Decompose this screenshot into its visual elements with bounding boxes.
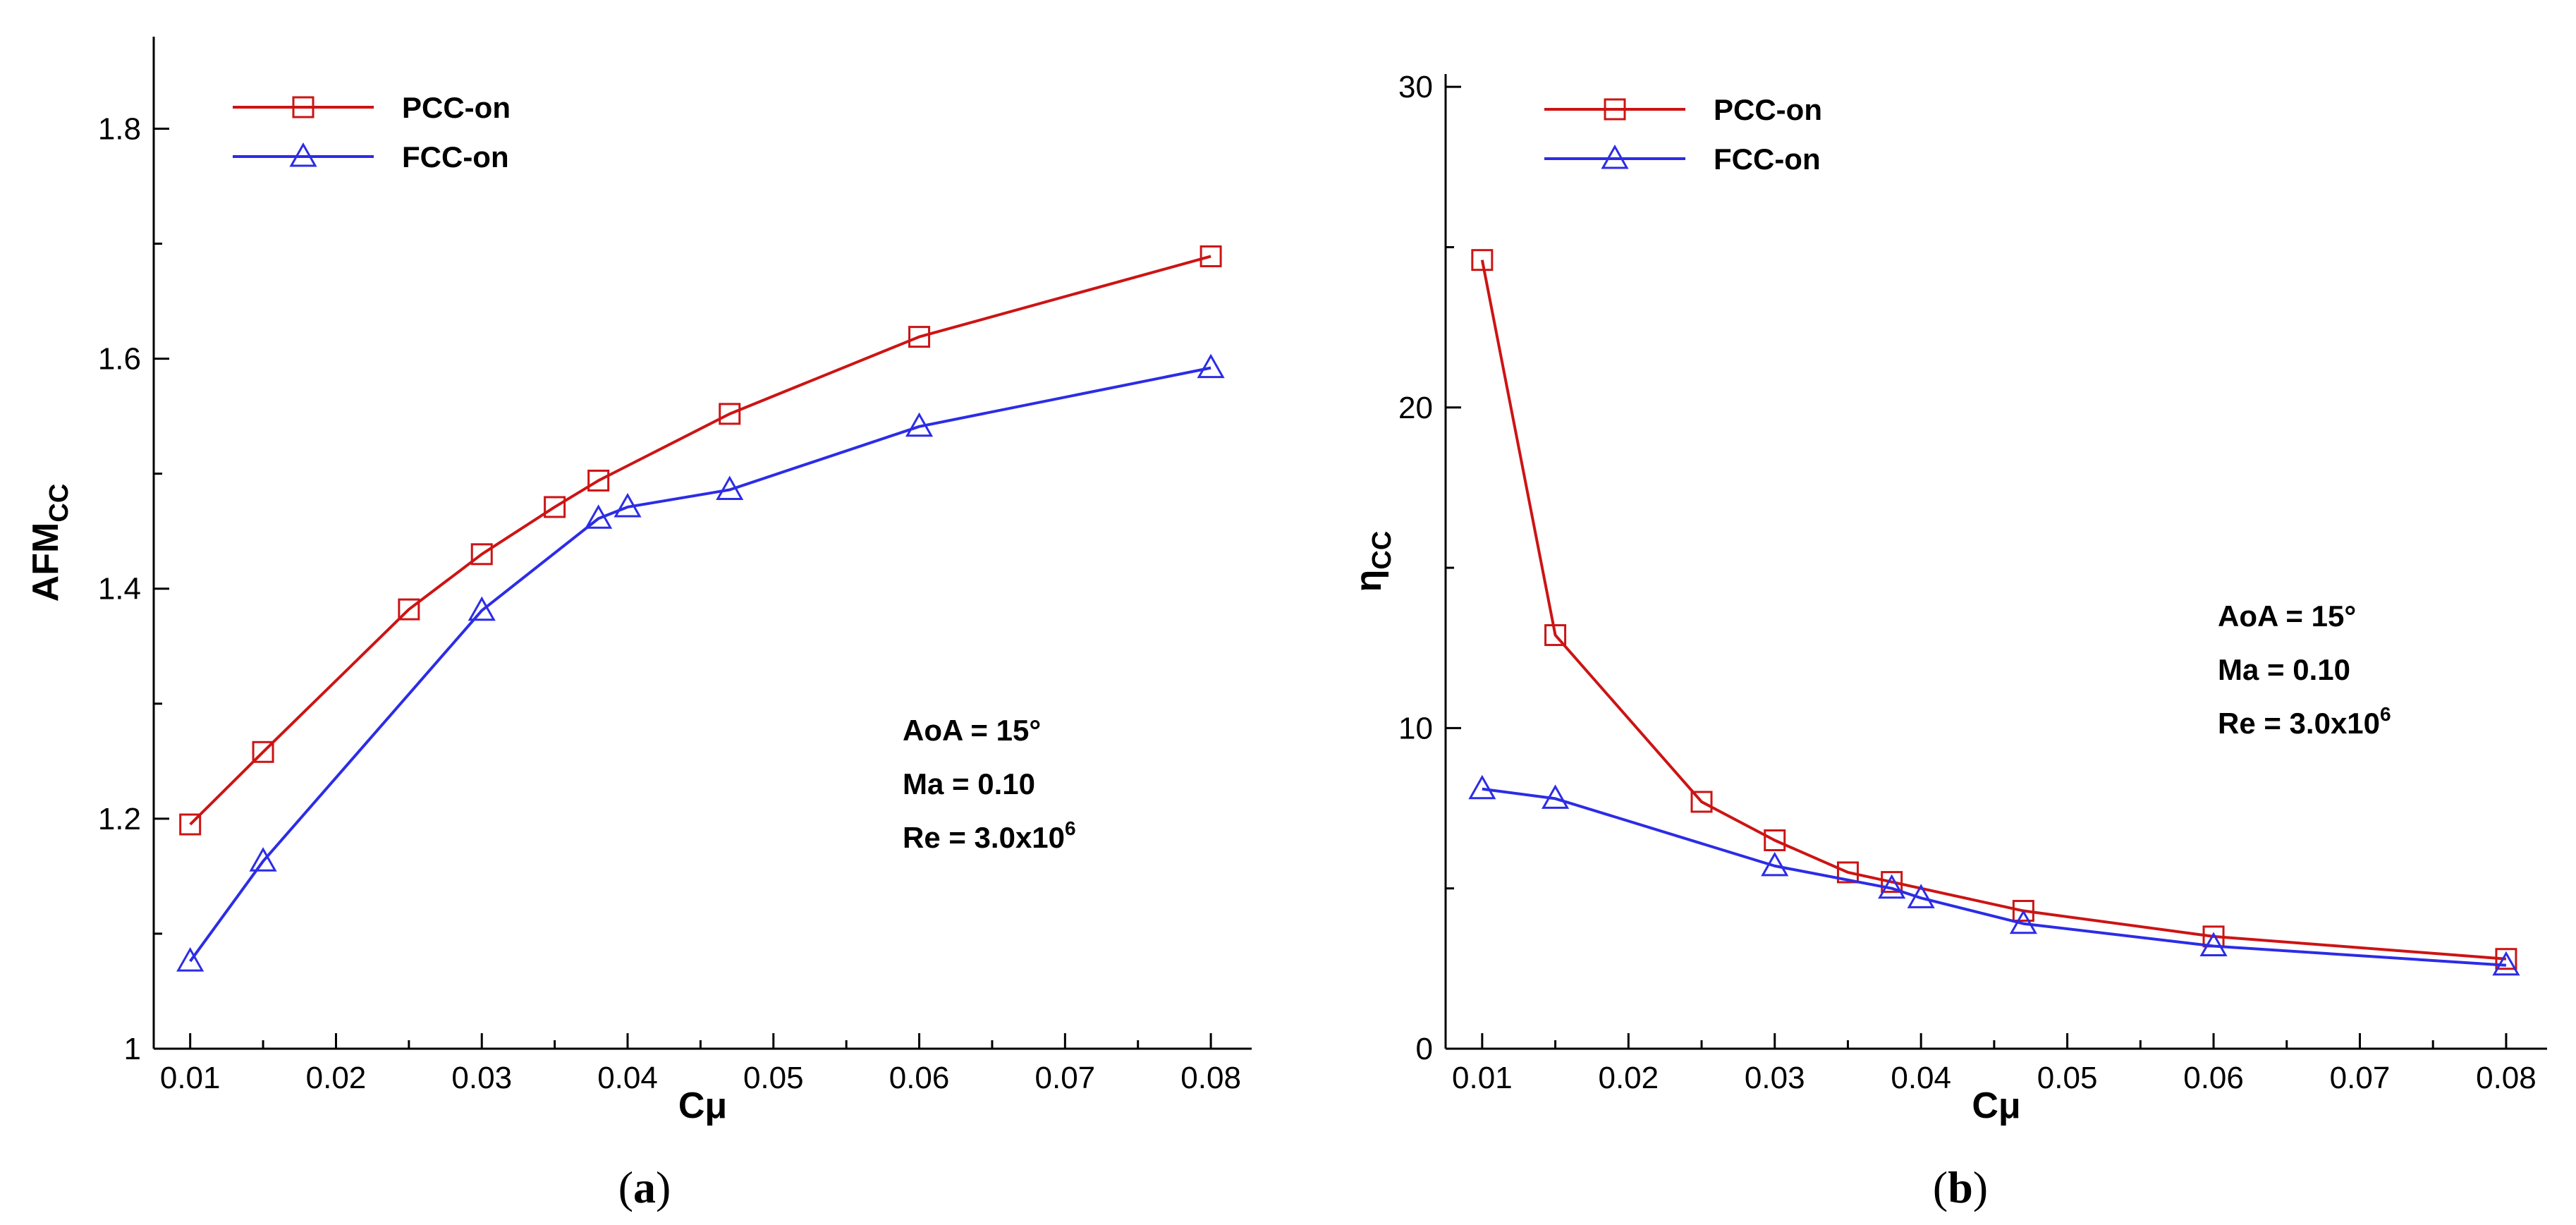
square-marker: [252, 741, 274, 763]
x-tick-label: 0.04: [597, 1061, 658, 1095]
x-tick-label: 0.03: [1745, 1061, 1805, 1095]
triangle-marker: [1197, 353, 1225, 379]
x-tick-label: 0.07: [1035, 1061, 1096, 1095]
y-tick-label: 1.4: [98, 572, 141, 607]
triangle-marker: [2009, 909, 2037, 934]
series-line: [1482, 787, 2507, 967]
annotation-superscript: 6: [1065, 817, 1076, 839]
x-axis-title: Cμ: [678, 1085, 727, 1126]
y-tick-label: 20: [1398, 391, 1433, 425]
annotation: Re = 3.0x106: [903, 817, 1076, 854]
square-marker: [292, 96, 315, 118]
triangle-marker: [1907, 884, 1935, 908]
x-tick-label: 0.01: [1452, 1061, 1513, 1095]
triangle-marker: [716, 475, 744, 500]
series-line: [189, 366, 1211, 963]
square-marker: [908, 326, 931, 348]
annotation: AoA = 15°: [903, 714, 1041, 747]
y-tick-label: 10: [1398, 711, 1433, 745]
chart-b: 0.01 0.02 0.03 0.04 0.05 0.06 0.07 0.08 0 10 20 30 η…: [1348, 70, 2547, 1212]
y-tick-label: 1.8: [98, 111, 141, 146]
square-marker: [470, 543, 493, 566]
y-axis-title-subscript: CC: [1367, 531, 1397, 570]
y-axis-title-subscript: CC: [44, 484, 74, 523]
triangle-marker: [2199, 932, 2228, 957]
x-tick-label: 0.05: [2037, 1061, 2098, 1095]
square-marker: [719, 403, 741, 425]
triangle-marker: [1542, 784, 1570, 809]
y-axis-title-main: AFM: [25, 523, 66, 602]
legend-item: PCC-on: [1544, 93, 1822, 126]
triangle-marker: [1468, 774, 1496, 800]
y-tick-label: 0: [1416, 1032, 1433, 1066]
y-tick-label: 1.6: [98, 342, 141, 377]
square-marker: [587, 469, 610, 492]
series-PCC-on: [1471, 249, 2517, 970]
series-FCC-on: [1468, 774, 2520, 976]
x-tick-label: 0.05: [743, 1061, 804, 1095]
triangle-marker: [905, 412, 934, 437]
triangle-marker: [289, 142, 317, 167]
y-axis-title: ηCC: [1348, 531, 1397, 592]
triangle-marker: [1878, 874, 1906, 899]
square-marker: [544, 496, 566, 518]
y-axis-title-main: η: [1348, 570, 1389, 592]
x-tick-label: 0.08: [1180, 1061, 1241, 1095]
x-tick-label: 0.01: [160, 1061, 221, 1095]
square-marker: [1836, 861, 1859, 884]
square-marker: [1604, 98, 1626, 121]
figure-caption: (b): [1933, 1162, 1988, 1212]
chart-a: 0.01 0.02 0.03 0.04 0.05 0.06 0.07 0.08 1 1.2 1.4 1…: [25, 37, 1252, 1212]
square-marker: [1764, 829, 1786, 852]
square-marker: [179, 813, 202, 836]
series-FCC-on: [176, 353, 1225, 972]
y-tick-label: 1: [124, 1032, 141, 1066]
legend-item: FCC-on: [233, 140, 509, 173]
square-marker: [2495, 948, 2517, 970]
figure-caption: (a): [618, 1162, 671, 1212]
y-tick-label: 30: [1398, 70, 1433, 104]
x-tick-label: 0.02: [1598, 1061, 1659, 1095]
square-marker: [1200, 245, 1222, 267]
triangle-marker: [614, 492, 642, 518]
series-PCC-on: [179, 245, 1222, 836]
triangle-marker: [468, 596, 496, 621]
square-marker: [398, 598, 420, 621]
x-tick-label: 0.03: [451, 1061, 512, 1095]
y-tick-label: 1.2: [98, 802, 141, 836]
legend-label: FCC-on: [402, 140, 509, 173]
triangle-marker: [1761, 851, 1789, 877]
x-tick-label: 0.02: [306, 1061, 367, 1095]
legend-label: PCC-on: [1714, 93, 1822, 126]
series-line: [189, 255, 1211, 826]
x-tick-label: 0.04: [1891, 1061, 1951, 1095]
triangle-marker: [249, 847, 277, 872]
annotation: AoA = 15°: [2218, 599, 2356, 633]
annotation: Re = 3.0x106: [2218, 703, 2391, 740]
triangle-marker: [2492, 951, 2520, 976]
legend-label: FCC-on: [1714, 142, 1821, 176]
triangle-marker: [176, 947, 205, 972]
x-tick-label: 0.07: [2330, 1061, 2391, 1095]
square-marker: [2012, 900, 2034, 922]
legend-item: FCC-on: [1544, 142, 1821, 176]
x-tick-label: 0.06: [2183, 1061, 2244, 1095]
triangle-marker: [1601, 144, 1629, 169]
x-tick-label: 0.06: [889, 1061, 950, 1095]
legend-item: PCC-on: [233, 91, 511, 124]
annotation-superscript: 6: [2380, 703, 2391, 725]
square-marker: [1544, 624, 1567, 647]
series-line: [1480, 260, 2507, 961]
triangle-marker: [585, 504, 613, 529]
annotation: Ma = 0.10: [903, 767, 1035, 800]
x-tick-label: 0.08: [2476, 1061, 2537, 1095]
x-axis-title: Cμ: [1972, 1085, 2020, 1126]
y-axis-title: AFMCC: [25, 484, 74, 602]
square-marker: [1881, 871, 1903, 894]
annotation: Ma = 0.10: [2218, 653, 2350, 686]
legend-label: PCC-on: [402, 91, 511, 124]
square-marker: [1471, 249, 1494, 272]
square-marker: [1690, 791, 1713, 813]
